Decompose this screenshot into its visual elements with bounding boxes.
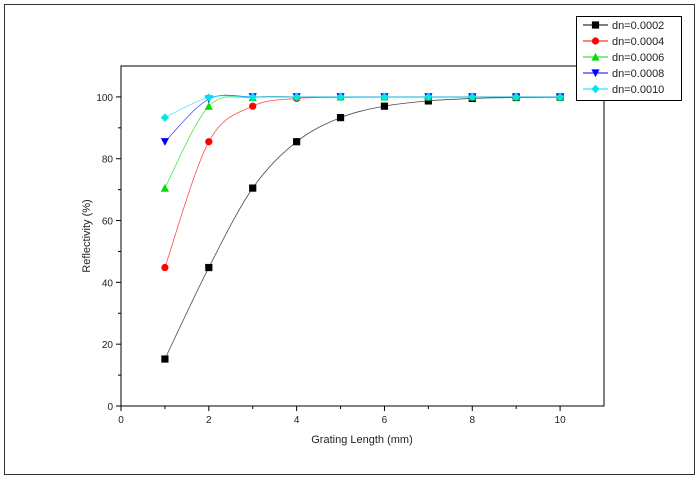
data-point [205,138,213,146]
legend-swatch-marker [591,37,600,45]
legend-label: dn=0.0010 [612,84,664,96]
data-point [160,138,170,146]
y-tick-label: 100 [96,93,113,104]
y-tick-label: 40 [102,278,114,289]
data-point [555,92,565,102]
series-line [164,96,561,360]
data-point [511,92,521,102]
data-point [161,355,169,363]
data-point [336,92,345,102]
outer-border [4,4,695,475]
y-tick-label: 0 [107,402,113,413]
series-dn=0.0002 [161,93,564,363]
plot-area-frame [120,65,605,407]
x-tick-label: 0 [118,415,124,426]
data-point [204,93,214,102]
x-tick-label: 2 [206,415,212,426]
series-dn=0.0010 [160,92,565,122]
legend-label: dn=0.0004 [612,36,664,48]
legend-swatch-marker [591,69,600,78]
data-point [293,138,301,146]
data-point [161,263,169,272]
legend-label: dn=0.0002 [612,20,664,32]
legend-item: dn=0.0010 [583,84,664,96]
x-tick-label: 6 [382,415,388,426]
legend-swatch-marker [591,84,600,94]
series-line [164,96,561,189]
data-point [249,184,257,192]
legend-item: dn=0.0006 [583,52,664,64]
data-point [205,263,213,272]
series-line [164,95,561,118]
data-point [249,102,257,110]
data-point [160,183,170,192]
legend-label: dn=0.0006 [612,52,664,64]
data-point [424,92,433,102]
series-dn=0.0008 [160,93,565,146]
data-point [248,92,257,102]
data-point [292,92,301,102]
legend-item: dn=0.0004 [583,36,664,48]
x-tick-label: 10 [555,415,567,426]
y-tick-label: 80 [102,155,114,166]
data-point [380,92,389,102]
x-axis-title: Grating Length (mm) [311,434,412,446]
series-line [164,94,561,143]
legend-swatch-marker [591,21,600,29]
y-tick-label: 20 [102,340,114,351]
x-tick-label: 4 [294,415,300,426]
series-dn=0.0004 [161,93,564,272]
legend-swatch-marker [591,52,600,61]
legend-item: dn=0.0002 [583,20,664,32]
data-point [380,102,389,110]
data-point [204,102,213,110]
series-layer [160,92,565,363]
y-axis-title: Reflectivity (%) [81,199,93,272]
series-dn=0.0006 [160,92,565,192]
legend-label: dn=0.0008 [612,68,664,80]
legend-item: dn=0.0008 [583,68,664,80]
y-tick-label: 60 [102,217,114,228]
series-line [164,96,561,268]
data-point [336,114,345,122]
x-tick-label: 8 [469,415,475,426]
data-point [468,92,477,102]
legend: dn=0.0002 dn=0.0004 dn=0.0006 dn=0.0008 dn=0… [576,16,682,101]
data-point [160,113,170,122]
